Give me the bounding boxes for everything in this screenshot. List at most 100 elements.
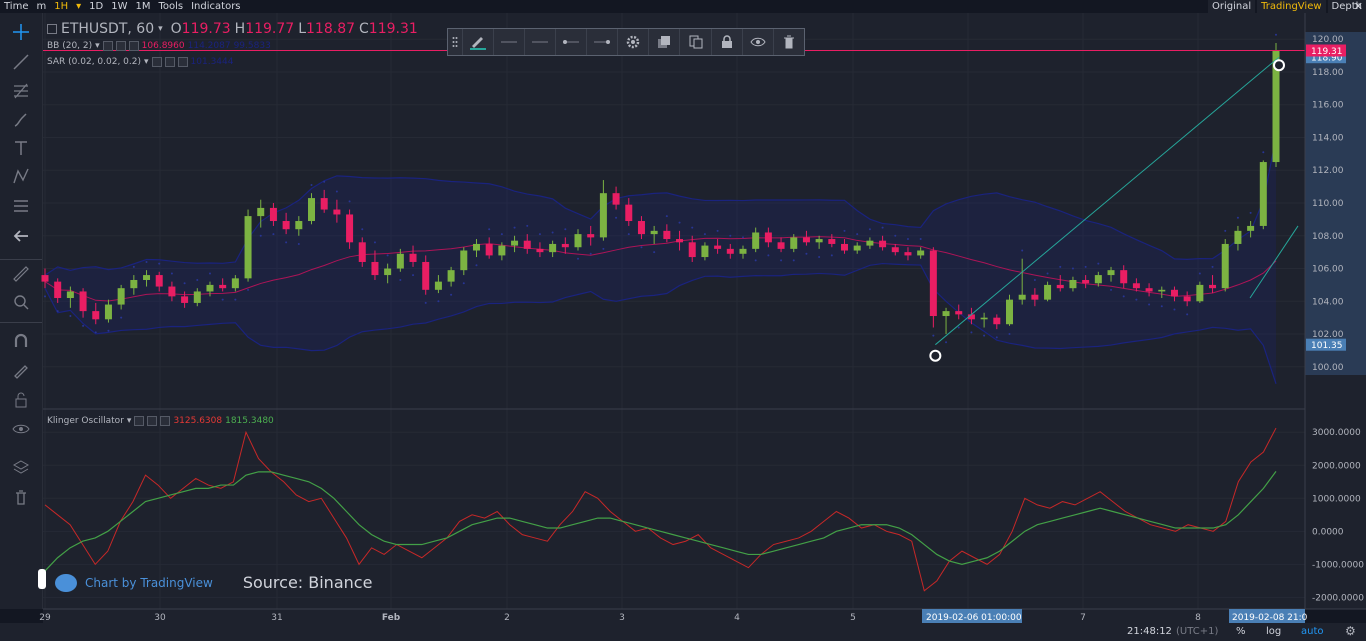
remove-icon[interactable] [128, 41, 139, 51]
settings-icon[interactable] [102, 41, 113, 51]
collapse-icon[interactable] [47, 24, 57, 34]
candle-body [726, 248, 734, 254]
auto-toggle[interactable]: auto [1301, 626, 1324, 637]
timezone[interactable]: (UTC+1) [1176, 626, 1219, 637]
interval-item[interactable]: Tools [158, 1, 184, 12]
sar-dot [754, 259, 757, 262]
trash-icon[interactable] [774, 29, 804, 55]
back-arrow-icon[interactable] [10, 225, 32, 247]
line-end-icon[interactable] [587, 29, 619, 55]
trash-icon[interactable] [10, 486, 32, 508]
scroll-handle[interactable] [38, 569, 46, 589]
trendline-icon[interactable] [10, 51, 32, 73]
view-tab[interactable]: Original [1207, 0, 1256, 13]
crosshair-icon[interactable] [10, 21, 32, 43]
settings-gear-icon[interactable]: ⚙ [1345, 624, 1356, 638]
eye-toggle-icon[interactable] [115, 41, 126, 51]
magnet-icon[interactable] [10, 331, 32, 353]
candle-body [1221, 243, 1229, 289]
percent-toggle[interactable]: % [1236, 626, 1246, 637]
candle [1259, 160, 1267, 230]
interval-item[interactable]: 1D [89, 1, 104, 12]
sar-dot [272, 233, 275, 236]
fullscreen-icon[interactable]: ✕ [1353, 0, 1363, 13]
close-label: C [359, 21, 369, 37]
candle-body [384, 268, 392, 276]
sar-label[interactable]: SAR (0.02, 0.02, 0.2) [47, 57, 142, 67]
sar-dot [741, 236, 744, 239]
lock-icon[interactable] [712, 29, 743, 55]
interval-item[interactable]: Time [4, 1, 29, 12]
ruler-icon[interactable] [10, 263, 32, 285]
log-toggle[interactable]: log [1266, 626, 1282, 637]
candle [1005, 294, 1013, 326]
remove-icon[interactable] [177, 57, 188, 67]
eye-toggle-icon[interactable] [164, 57, 175, 67]
candle [1069, 276, 1077, 292]
candle [295, 216, 303, 236]
candle [1056, 275, 1064, 292]
fib-icon[interactable] [10, 80, 32, 102]
chart-by-label[interactable]: Chart by TradingView [85, 575, 213, 590]
candle-body [1005, 299, 1013, 325]
prediction-icon[interactable] [10, 195, 32, 217]
chevron-down-icon[interactable]: ▾ [158, 24, 163, 34]
candle-body [561, 243, 569, 248]
symbol-name[interactable]: ETHUSDT, 60 [61, 21, 155, 37]
stay-drawing-icon[interactable] [10, 359, 32, 381]
candle-body [828, 239, 836, 244]
candle [117, 284, 125, 310]
line-start-icon[interactable] [556, 29, 588, 55]
brush-icon[interactable] [10, 109, 32, 131]
price-tick: 108.00 [1312, 232, 1344, 242]
ko-label[interactable]: Klinger Oscillator [47, 416, 124, 426]
interval-item[interactable]: 1W [111, 1, 128, 12]
clone-icon[interactable] [680, 29, 712, 55]
interval-item[interactable]: 1H [54, 1, 69, 12]
line-style-icon[interactable] [525, 29, 556, 55]
remove-icon[interactable] [160, 416, 171, 426]
drag-handle-icon[interactable] [448, 29, 463, 55]
sar-dot [589, 252, 592, 255]
settings-icon[interactable] [134, 416, 145, 426]
candle-body [371, 261, 379, 276]
hide-icon[interactable] [743, 29, 774, 55]
sar-dot [919, 238, 922, 241]
sar-dot [970, 331, 973, 334]
line-color-icon[interactable] [463, 29, 494, 55]
time-cursor-start: 2019-02-06 01:00:00 [926, 613, 1022, 623]
sar-dot [1084, 265, 1087, 268]
view-tab[interactable]: TradingView [1257, 0, 1326, 13]
interval-item[interactable]: 1M [135, 1, 151, 12]
interval-item[interactable]: ▾ [76, 1, 82, 12]
visual-order-icon[interactable] [649, 29, 681, 55]
lock-icon[interactable] [10, 389, 32, 411]
candle [143, 270, 151, 287]
candle-body [866, 240, 874, 246]
eye-toggle-icon[interactable] [147, 416, 158, 426]
pattern-icon[interactable] [10, 165, 32, 187]
gear-icon[interactable] [618, 29, 650, 55]
candle [282, 212, 290, 235]
high-value: 119.77 [245, 21, 295, 37]
candle [612, 186, 620, 210]
bb-label[interactable]: BB (20, 2) [47, 41, 93, 51]
eye-icon[interactable] [10, 418, 32, 440]
candle-body [777, 242, 785, 249]
sar-dot [1148, 303, 1151, 306]
text-icon[interactable] [10, 137, 32, 159]
trendline-extension [1249, 225, 1299, 299]
trendline-handle-start [929, 349, 942, 362]
layers-icon[interactable] [10, 457, 32, 479]
zoom-icon[interactable] [10, 291, 32, 313]
line-width-icon[interactable] [494, 29, 525, 55]
price-tick: 116.00 [1312, 101, 1344, 111]
candle-body [802, 237, 810, 243]
view-tab[interactable]: Depth [1327, 0, 1366, 13]
interval-item[interactable]: m [36, 1, 47, 12]
candle-body [549, 243, 557, 253]
settings-icon[interactable] [151, 57, 162, 67]
candle-body [231, 278, 239, 289]
interval-item[interactable]: Indicators [191, 1, 241, 12]
